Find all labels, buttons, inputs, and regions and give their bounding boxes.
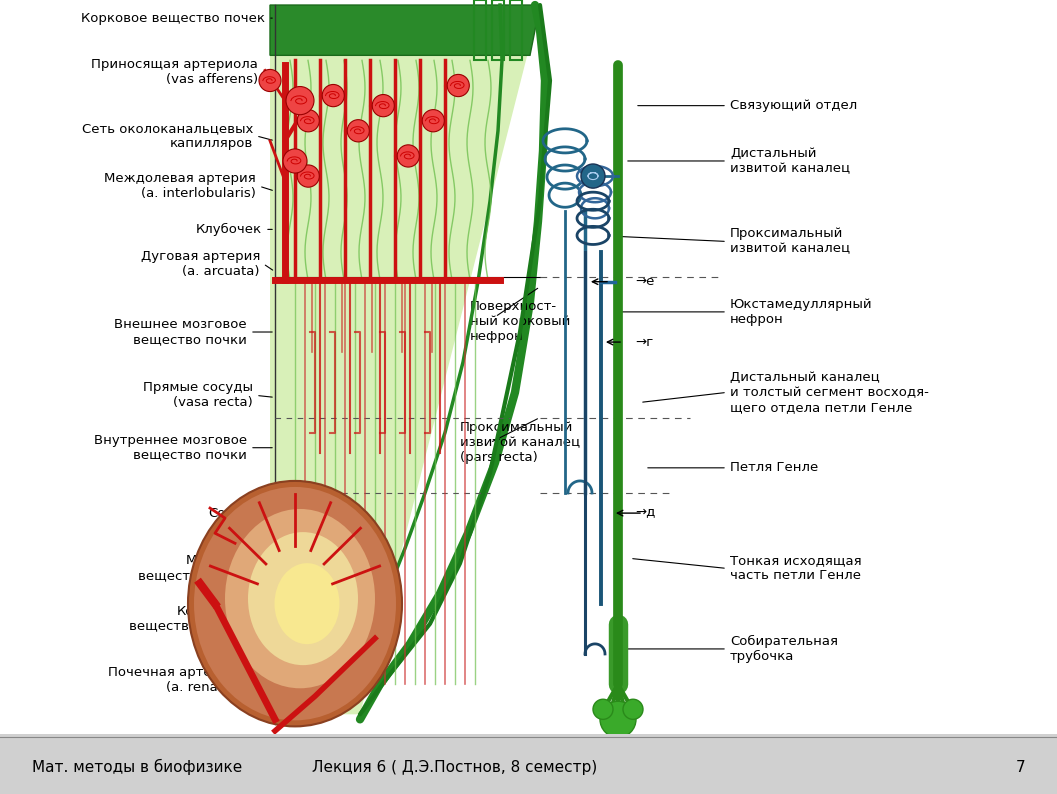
- Ellipse shape: [194, 487, 396, 720]
- Circle shape: [372, 94, 394, 117]
- Text: Дистальный
извитой каналец: Дистальный извитой каналец: [730, 147, 850, 175]
- Text: Дуговая артерия
(a. arcuata): Дуговая артерия (a. arcuata): [141, 249, 260, 278]
- Text: Приносящая артериола
(vas afferens): Приносящая артериола (vas afferens): [91, 59, 258, 87]
- Circle shape: [422, 110, 444, 132]
- Text: Собирательная
трубочка: Собирательная трубочка: [730, 635, 838, 663]
- Text: Внутреннее мозговое
вещество почки: Внутреннее мозговое вещество почки: [94, 434, 247, 462]
- Circle shape: [286, 87, 314, 114]
- Text: Юкстамедуллярный
нефрон: Юкстамедуллярный нефрон: [730, 298, 873, 326]
- Polygon shape: [270, 5, 540, 715]
- Circle shape: [397, 145, 420, 167]
- Ellipse shape: [188, 481, 402, 727]
- Circle shape: [297, 110, 319, 132]
- Ellipse shape: [225, 509, 375, 688]
- Circle shape: [447, 75, 469, 97]
- Text: Внешнее мозговое
вещество почки: Внешнее мозговое вещество почки: [114, 318, 247, 346]
- Circle shape: [322, 84, 345, 106]
- Circle shape: [283, 149, 307, 173]
- Text: Проксимальный
извитой каналец
(pars recta): Проксимальный извитой каналец (pars rect…: [460, 421, 580, 464]
- Text: →д: →д: [635, 507, 655, 519]
- Text: Лекция 6 ( Д.Э.Постнов, 8 семестр): Лекция 6 ( Д.Э.Постнов, 8 семестр): [312, 760, 597, 775]
- Text: Прямые сосуды
(vasa recta): Прямые сосуды (vasa recta): [143, 381, 253, 410]
- Circle shape: [259, 69, 281, 91]
- Text: Тонкая исходящая
часть петли Генле: Тонкая исходящая часть петли Генле: [730, 554, 861, 583]
- Text: 7: 7: [1016, 760, 1025, 775]
- Text: Проксимальный
извитой каналец: Проксимальный извитой каналец: [730, 227, 850, 256]
- Text: Корковое вещество почек: Корковое вещество почек: [81, 12, 265, 25]
- Text: Связующий отдел: Связующий отдел: [730, 99, 857, 112]
- Circle shape: [297, 165, 319, 187]
- Text: Клубочек: Клубочек: [196, 223, 262, 236]
- Text: →е: →е: [635, 276, 654, 288]
- Circle shape: [581, 164, 605, 188]
- Text: Сосочек: Сосочек: [208, 507, 265, 519]
- Polygon shape: [270, 5, 540, 56]
- Text: Почечная артерия
(a. renalis): Почечная артерия (a. renalis): [108, 666, 237, 694]
- Text: Мат. методы в биофизике: Мат. методы в биофизике: [32, 759, 242, 775]
- Text: Междолевая артерия
(a. interlobularis): Междолевая артерия (a. interlobularis): [105, 172, 256, 200]
- Ellipse shape: [275, 563, 339, 644]
- Text: Корковое
вещество почки: Корковое вещество почки: [129, 605, 243, 633]
- Text: Петля Генле: Петля Генле: [730, 461, 818, 474]
- Circle shape: [600, 701, 636, 738]
- Text: →г: →г: [635, 336, 653, 349]
- Text: Дистальный каналец
и толстый сегмент восходя-
щего отдела петли Генле: Дистальный каналец и толстый сегмент вос…: [730, 371, 929, 414]
- Text: Поверхност-
ный корковый
нефрон: Поверхност- ный корковый нефрон: [470, 300, 571, 344]
- Circle shape: [623, 700, 643, 719]
- Text: Мозговое
вещество почки: Мозговое вещество почки: [138, 554, 252, 583]
- Circle shape: [347, 120, 369, 142]
- Text: Сеть околоканальцевых
капилляров: Сеть околоканальцевых капилляров: [81, 121, 253, 150]
- Ellipse shape: [248, 532, 358, 665]
- Circle shape: [593, 700, 613, 719]
